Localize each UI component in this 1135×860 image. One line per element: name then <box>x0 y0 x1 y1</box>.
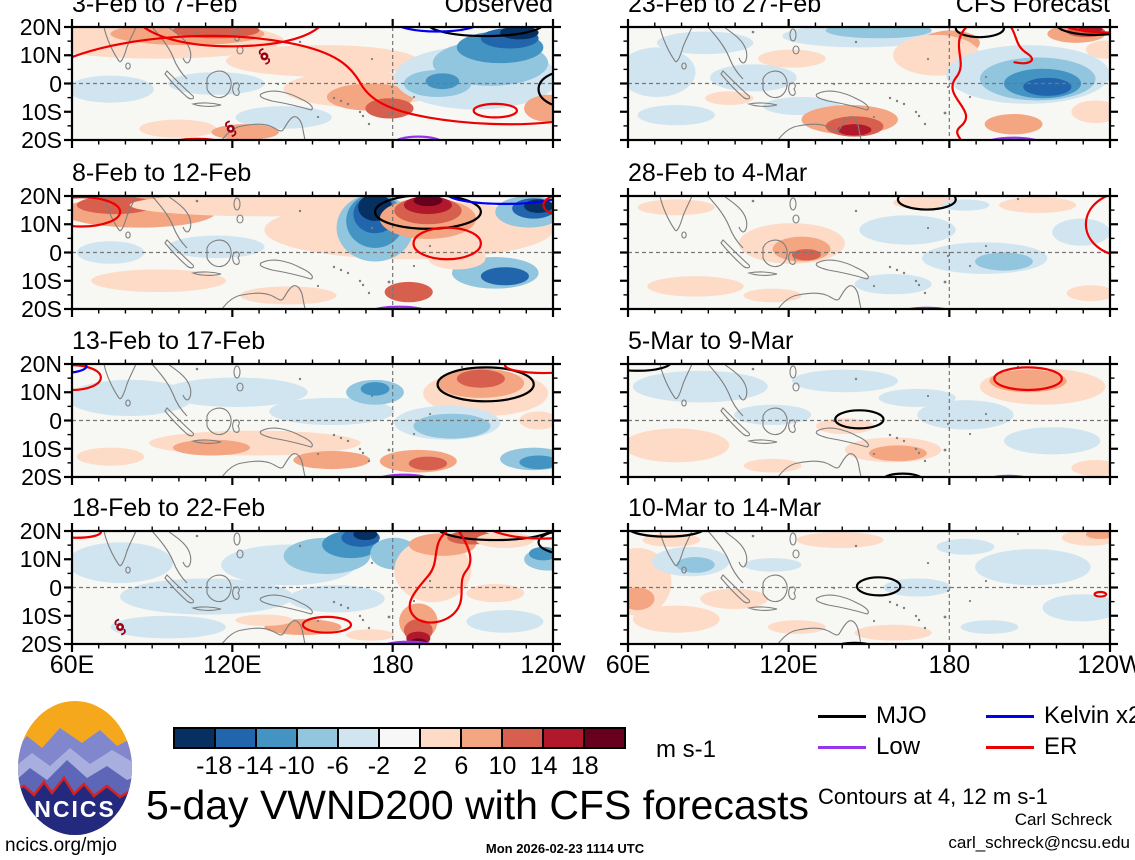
colorbar-cell <box>585 729 624 747</box>
map-chart <box>64 19 561 148</box>
tropical-cyclone-icon <box>258 48 271 65</box>
legend-line-low <box>818 746 866 749</box>
lat-tick-label: 10N <box>19 379 62 406</box>
colorbar-cell <box>257 729 298 747</box>
colorbar-cell <box>175 729 216 747</box>
lat-tick-label: 0 <box>49 70 62 97</box>
credit-email: carl_schreck@ncsu.edu <box>948 833 1130 852</box>
contour-note: Contours at 4, 12 m s-1 <box>818 784 1048 809</box>
lat-tick-label: 20S <box>21 127 62 153</box>
legend-line-mjo <box>818 715 866 718</box>
colorbar-unit: m s-1 <box>656 736 716 763</box>
map-panel-5: 13-Feb to 17-Feb <box>62 328 563 487</box>
panel-title: 13-Feb to 17-Feb <box>72 327 266 355</box>
lat-tick-label: 0 <box>49 407 62 434</box>
colorbar-tick-label: 2 <box>413 752 428 780</box>
panel-title: 5-Mar to 9-Mar <box>628 327 794 355</box>
lat-tick-label: 20S <box>21 631 62 657</box>
footer-timestamp: Mon 2026-02-23 1114 UTC <box>485 841 645 856</box>
colorbar-tick-label: 6 <box>454 752 469 780</box>
lat-tick-label: 10S <box>21 435 62 462</box>
map-chart <box>620 523 1118 652</box>
panel-title: 8-Feb to 12-Feb <box>72 159 252 187</box>
colorbar-cell <box>544 729 585 747</box>
colorbar-tick-label: -18 <box>196 752 233 780</box>
panel-title: 10-Mar to 14-Mar <box>628 494 822 522</box>
colorbar-tick-label: 10 <box>488 752 517 780</box>
tropical-cyclone-icon <box>225 120 237 138</box>
map-chart <box>620 188 1118 317</box>
map-chart <box>620 19 1118 148</box>
colorbar-tick-label: 14 <box>529 752 558 780</box>
colorbar-tick-label: -2 <box>367 752 391 780</box>
lat-tick-label: 10N <box>19 211 62 238</box>
map-panel-1: 3-Feb to 7-Feb Observed <box>62 0 563 150</box>
lat-tick-label: 10S <box>21 602 62 629</box>
panel-tag: Observed <box>444 0 553 18</box>
lat-tick-label: 10S <box>21 98 62 125</box>
lat-tick-label: 0 <box>49 574 62 601</box>
lat-tick-label: 20N <box>19 518 62 544</box>
lat-tick-label: 10S <box>21 267 62 294</box>
lat-tick-label: 10N <box>19 42 62 69</box>
map-panel-2: 23-Feb to 27-Feb CFS Forecast <box>618 0 1120 150</box>
colorbar-cell <box>462 729 503 747</box>
lat-tick-label: 10N <box>19 546 62 573</box>
panel-title: 3-Feb to 7-Feb <box>72 0 238 18</box>
map-panel-7: 18-Feb to 22-Feb <box>62 495 563 654</box>
lon-tick-label: 180 <box>928 651 971 679</box>
lat-tick-label: 20N <box>19 183 62 209</box>
lon-tick-label: 60E <box>49 651 95 679</box>
lon-tick-label: 120E <box>203 651 262 679</box>
lat-tick-label: 20N <box>19 351 62 377</box>
logo-text: NCICS <box>34 796 116 822</box>
map-panel-8: 10-Mar to 14-Mar <box>618 495 1120 654</box>
map-chart <box>64 523 561 652</box>
map-chart <box>64 188 561 317</box>
map-chart <box>620 356 1118 485</box>
legend-label: MJO <box>876 702 927 729</box>
colorbar-tick-label: 18 <box>570 752 599 780</box>
colorbar-cell <box>339 729 380 747</box>
colorbar-cell <box>380 729 421 747</box>
map-chart <box>64 356 561 485</box>
lat-tick-label: 20N <box>19 14 62 40</box>
panel-tag: CFS Forecast <box>955 0 1110 18</box>
credit-name: Carl Schreck <box>1014 810 1112 829</box>
colorbar-tick-label: -6 <box>326 752 349 780</box>
panel-title: 28-Feb to 4-Mar <box>628 159 808 187</box>
legend-label: Low <box>876 733 921 760</box>
lon-tick-label: 120W <box>520 651 586 679</box>
lat-tick-label: 20S <box>21 464 62 490</box>
lat-tick-label: 20S <box>21 296 62 322</box>
lon-tick-label: 60E <box>605 651 651 679</box>
colorbar-cell <box>503 729 544 747</box>
colorbar-cell <box>298 729 339 747</box>
panel-title: 23-Feb to 27-Feb <box>628 0 822 18</box>
legend-line-er <box>986 746 1034 749</box>
colorbar-cell <box>421 729 462 747</box>
colorbar-cell <box>216 729 257 747</box>
colorbar-tick-label: -10 <box>278 752 315 780</box>
lon-tick-label: 180 <box>371 651 414 679</box>
lon-tick-label: 120E <box>759 651 818 679</box>
colorbar-tick-label: -14 <box>237 752 274 780</box>
legend-label: Kelvin x2 <box>1044 702 1135 729</box>
figure-title: 5-day VWND200 with CFS forecasts <box>146 782 810 828</box>
colorbar <box>173 727 626 749</box>
lat-tick-label: 0 <box>49 239 62 266</box>
tropical-cyclone-icon <box>114 618 126 636</box>
map-panel-3: 8-Feb to 12-Feb <box>62 160 563 319</box>
map-panel-6: 5-Mar to 9-Mar <box>618 328 1120 487</box>
ncics-logo: NCICS <box>18 701 132 835</box>
lon-tick-label: 120W <box>1077 651 1135 679</box>
legend-label: ER <box>1044 733 1078 760</box>
map-panel-4: 28-Feb to 4-Mar <box>618 160 1120 319</box>
legend-line-kelvin-x2 <box>986 715 1034 718</box>
panel-title: 18-Feb to 22-Feb <box>72 494 266 522</box>
footer-url[interactable]: ncics.org/mjo <box>5 835 117 856</box>
